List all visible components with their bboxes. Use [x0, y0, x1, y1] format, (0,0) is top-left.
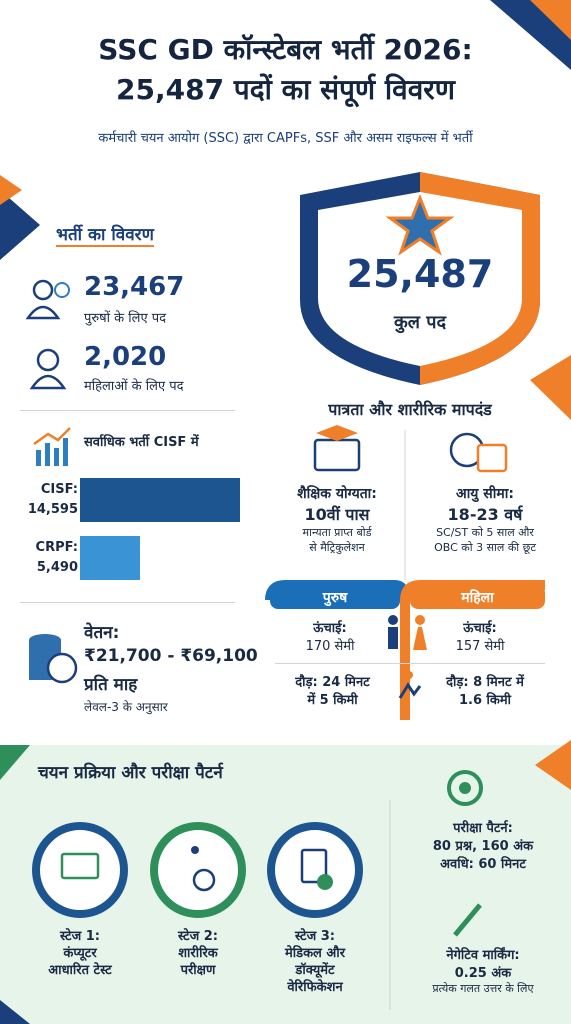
value: 10वीं पास [304, 505, 370, 524]
female-run: दौड़: 8 मिनट में 1.6 किमी [425, 672, 545, 708]
stage: स्टेज 2: शारीरिक परीक्षण [138, 928, 258, 979]
bar-name: CRPF: [35, 540, 78, 555]
line: 1.6 किमी [458, 693, 512, 708]
stage-line: शारीरिक [178, 946, 218, 961]
stage-line: परीक्षण [180, 963, 216, 978]
stage-line: मेडिकल और [284, 946, 346, 961]
exam-pattern: परीक्षा पैटर्न: 80 प्रश्न, 160 अंक अवधि:… [395, 818, 571, 872]
negative-marking: नेगेटिव मार्किंग: 0.25 अंक प्रत्येक गलत … [395, 945, 571, 996]
value: 170 सेमी [305, 639, 355, 654]
line: दौड़: 24 मिनट [295, 675, 370, 690]
label: ऊंचाई: [313, 621, 347, 636]
label: शैक्षिक योग्यता: [297, 486, 377, 502]
salary-note: लेवल-3 के अनुसार [84, 700, 168, 714]
title: SSC GD कॉन्स्टेबल भर्ती 2026: 25,487 पदो… [0, 30, 571, 110]
divider [20, 602, 235, 603]
female-height: ऊंचाई: 157 सेमी [430, 618, 530, 654]
subtitle: कर्मचारी चयन आयोग (SSC) द्वारा CAPFs, SS… [98, 131, 473, 146]
male-tab: पुरुष [322, 590, 348, 606]
stage-line: आधारित टेस्ट [48, 963, 112, 978]
line: परीक्षा पैटर्न: [453, 821, 513, 836]
divider [275, 663, 545, 664]
title-line: SSC GD कॉन्स्टेबल भर्ती 2026: [98, 33, 473, 66]
stage: स्टेज 1: कंप्यूटर आधारित टेस्ट [20, 928, 140, 979]
stage-line: स्टेज 1: [59, 929, 101, 944]
note: मान्यता प्राप्त बोर्ड [302, 526, 372, 539]
bar [80, 478, 240, 522]
salary-period: प्रति माह [84, 675, 138, 695]
value: 18-23 वर्ष [447, 505, 523, 524]
education: शैक्षिक योग्यता: 10वीं पास मान्यता प्राप… [272, 484, 402, 555]
line: 0.25 अंक [454, 966, 512, 981]
line: नेगेटिव मार्किंग: [446, 948, 520, 963]
line: में 5 किमी [307, 693, 358, 708]
section-heading: पात्रता और शारीरिक मापदंड [328, 400, 492, 419]
chart-title: सर्वाधिक भर्ती CISF में [84, 435, 199, 450]
note: OBC को 3 साल की छूट [434, 541, 536, 554]
total-count: 25,487 [346, 252, 494, 296]
line: अवधि: 60 मिनट [440, 857, 526, 872]
total-label: कुल पद [393, 312, 447, 333]
note: SC/ST को 5 साल और [436, 526, 534, 539]
women-label: महिलाओं के लिए पद [84, 379, 184, 394]
stage-line: स्टेज 3: [294, 929, 336, 944]
men-count: 23,467 [84, 272, 185, 302]
male-height: ऊंचाई: 170 सेमी [280, 618, 380, 654]
bar-label: 14,595 [27, 502, 78, 517]
stage-line: कंप्यूटर [63, 946, 97, 961]
salary-range: ₹21,700 - ₹69,100 [84, 646, 258, 666]
bar-name: CISF: [40, 482, 78, 497]
divider [20, 410, 235, 411]
male-run: दौड़: 24 मिनट में 5 किमी [275, 672, 390, 708]
section-heading: चयन प्रक्रिया और परीक्षा पैटर्न [38, 763, 223, 783]
salary-heading: वेतन: [84, 623, 120, 643]
bar [80, 536, 141, 580]
bar-label: 5,490 [36, 560, 78, 575]
note: से मैट्रिकुलेशन [309, 541, 365, 554]
stage: स्टेज 3: मेडिकल और डॉक्यूमेंट वेरिफिकेशन [255, 928, 375, 996]
label: आयु सीमा: [456, 486, 514, 502]
value: 157 सेमी [455, 639, 505, 654]
line: प्रत्येक गलत उत्तर के लिए [432, 982, 534, 995]
section-heading: भर्ती का विवरण [56, 222, 154, 247]
women-count: 2,020 [84, 342, 167, 372]
line: 80 प्रश्न, 160 अंक [432, 839, 534, 854]
men-label: पुरुषों के लिए पद [84, 311, 167, 326]
label: ऊंचाई: [463, 621, 497, 636]
line: दौड़: 8 मिनट में [446, 675, 524, 690]
stage-line: वेरिफिकेशन [287, 980, 343, 995]
female-tab: महिला [461, 590, 494, 606]
bar-chart: CISF: 14,595 CRPF: 5,490 [0, 478, 260, 588]
stage-line: स्टेज 2: [177, 929, 219, 944]
age: आयु सीमा: 18-23 वर्ष SC/ST को 5 साल और O… [410, 484, 560, 555]
title-line: 25,487 पदों का संपूर्ण विवरण [116, 73, 455, 106]
stage-line: डॉक्यूमेंट [295, 963, 335, 978]
